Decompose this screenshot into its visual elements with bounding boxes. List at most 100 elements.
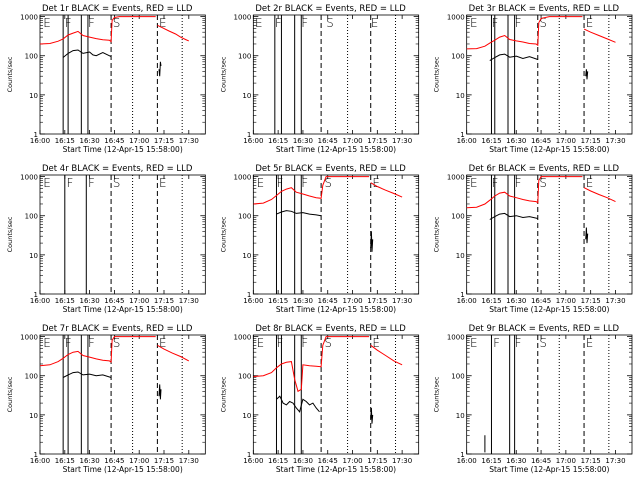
y-tick-label: 1000 xyxy=(20,14,38,22)
plot-frame xyxy=(252,14,420,135)
y-tick-label: 1 xyxy=(247,291,251,299)
y-tick-label: 1000 xyxy=(447,14,465,22)
flag-label: F xyxy=(301,176,308,190)
x-tick-label: 16:45 xyxy=(318,137,338,145)
plot-frame xyxy=(39,174,206,295)
y-tick-label: 1 xyxy=(247,131,251,139)
y-tick-label: 10 xyxy=(29,412,38,420)
events-series-line xyxy=(585,69,589,80)
flag-label: E xyxy=(257,336,265,350)
plot-frame xyxy=(39,14,206,135)
x-tick-label: 16:45 xyxy=(104,137,124,145)
flag-label: F xyxy=(66,176,73,190)
y-tick-label: 100 xyxy=(238,213,251,221)
lld-series-line xyxy=(253,336,370,393)
x-tick-label: 16:00 xyxy=(457,297,477,305)
y-tick-label: 1 xyxy=(460,291,464,299)
x-tick-label: 16:15 xyxy=(481,457,501,465)
x-axis-label: Start Time (12-Apr-15 15:58:00) xyxy=(489,145,609,154)
chart-title: Det 2r BLACK = Events, RED = LLD xyxy=(255,4,406,14)
detector-panel: Det 3r BLACK = Events, RED = LLD 1 10 100 10… xyxy=(433,4,633,154)
lld-series-line xyxy=(157,24,189,42)
x-tick-label: 17:15 xyxy=(367,457,387,465)
lld-series-line xyxy=(370,344,403,366)
flag-label: E xyxy=(372,176,380,190)
y-tick-label: 1 xyxy=(460,131,464,139)
x-tick-label: 17:00 xyxy=(556,137,576,145)
x-tick-label: 17:00 xyxy=(129,457,149,465)
x-tick-label: 16:30 xyxy=(80,457,100,465)
lld-series-line xyxy=(40,336,156,367)
flag-label: E xyxy=(43,176,51,190)
flag-label: S xyxy=(539,336,547,350)
y-tick-label: 10 xyxy=(29,92,38,100)
flag-label: S xyxy=(324,176,332,190)
flag-label: F xyxy=(88,176,95,190)
y-axis-label: Counts/sec xyxy=(433,216,441,252)
chart-title: Det 9r BLACK = Events, RED = LLD xyxy=(469,324,620,334)
chart-title: Det 7r BLACK = Events, RED = LLD xyxy=(42,324,193,334)
lld-series-line xyxy=(253,176,370,205)
x-tick-label: 16:15 xyxy=(481,297,501,305)
detector-panel: Det 6r BLACK = Events, RED = LLD 1 10 100 10… xyxy=(433,164,633,314)
plot-frame xyxy=(466,14,633,135)
flag-label: F xyxy=(515,176,522,190)
x-tick-label: 17:15 xyxy=(581,137,601,145)
x-tick-label: 16:00 xyxy=(457,457,477,465)
y-tick-label: 10 xyxy=(242,252,251,260)
x-tick-label: 17:30 xyxy=(605,297,625,305)
y-tick-label: 100 xyxy=(25,373,38,381)
flag-label: S xyxy=(113,176,121,190)
y-tick-label: 100 xyxy=(451,213,464,221)
x-tick-label: 17:30 xyxy=(392,457,412,465)
y-tick-label: 1 xyxy=(460,451,464,459)
x-tick-label: 16:30 xyxy=(506,457,526,465)
y-tick-label: 10 xyxy=(242,412,251,420)
x-axis-label: Start Time (12-Apr-15 15:58:00) xyxy=(276,305,396,314)
plot-frame xyxy=(39,334,206,455)
x-tick-label: 17:00 xyxy=(556,457,576,465)
flag-label: E xyxy=(43,16,51,30)
flag-label: E xyxy=(470,176,478,190)
detector-panel: Det 9r BLACK = Events, RED = LLD 1 10 100 10… xyxy=(433,324,633,474)
x-tick-label: 17:30 xyxy=(392,297,412,305)
y-axis-label: Counts/sec xyxy=(6,56,14,92)
x-tick-label: 16:30 xyxy=(506,297,526,305)
x-tick-label: 16:30 xyxy=(80,137,100,145)
detector-panel: Det 2r BLACK = Events, RED = LLD 1 10 100 10… xyxy=(219,4,420,154)
lld-series-line xyxy=(583,28,616,43)
flag-label: E xyxy=(43,336,51,350)
flag-label: E xyxy=(586,176,594,190)
x-axis-label: Start Time (12-Apr-15 15:58:00) xyxy=(63,145,183,154)
y-tick-label: 1000 xyxy=(20,174,38,182)
x-tick-label: 16:30 xyxy=(293,137,313,145)
x-axis-label: Start Time (12-Apr-15 15:58:00) xyxy=(276,145,396,154)
x-tick-label: 16:30 xyxy=(80,297,100,305)
y-axis-label: Counts/sec xyxy=(219,376,227,412)
plot-frame xyxy=(466,334,633,455)
y-tick-label: 1 xyxy=(34,291,38,299)
x-tick-label: 17:00 xyxy=(129,137,149,145)
flag-label: S xyxy=(326,16,334,30)
x-tick-label: 17:30 xyxy=(605,457,625,465)
lld-series-line xyxy=(583,187,616,203)
x-tick-label: 17:30 xyxy=(179,297,199,305)
flag-label: E xyxy=(372,336,380,350)
y-tick-label: 10 xyxy=(456,252,465,260)
flag-label: F xyxy=(276,176,283,190)
y-axis-label: Counts/sec xyxy=(219,216,227,252)
x-tick-label: 17:30 xyxy=(392,137,412,145)
x-tick-label: 16:00 xyxy=(457,137,477,145)
y-axis-label: Counts/sec xyxy=(6,216,14,252)
y-tick-label: 100 xyxy=(25,53,38,61)
x-tick-label: 16:00 xyxy=(243,137,263,145)
x-tick-label: 17:15 xyxy=(581,457,601,465)
y-tick-label: 1000 xyxy=(234,174,252,182)
x-tick-label: 16:45 xyxy=(104,297,124,305)
x-tick-label: 16:15 xyxy=(268,137,288,145)
plot-frame xyxy=(252,334,420,455)
y-tick-label: 1 xyxy=(34,131,38,139)
x-tick-label: 17:30 xyxy=(179,137,199,145)
events-series-line xyxy=(276,210,322,217)
flag-label: F xyxy=(491,176,498,190)
